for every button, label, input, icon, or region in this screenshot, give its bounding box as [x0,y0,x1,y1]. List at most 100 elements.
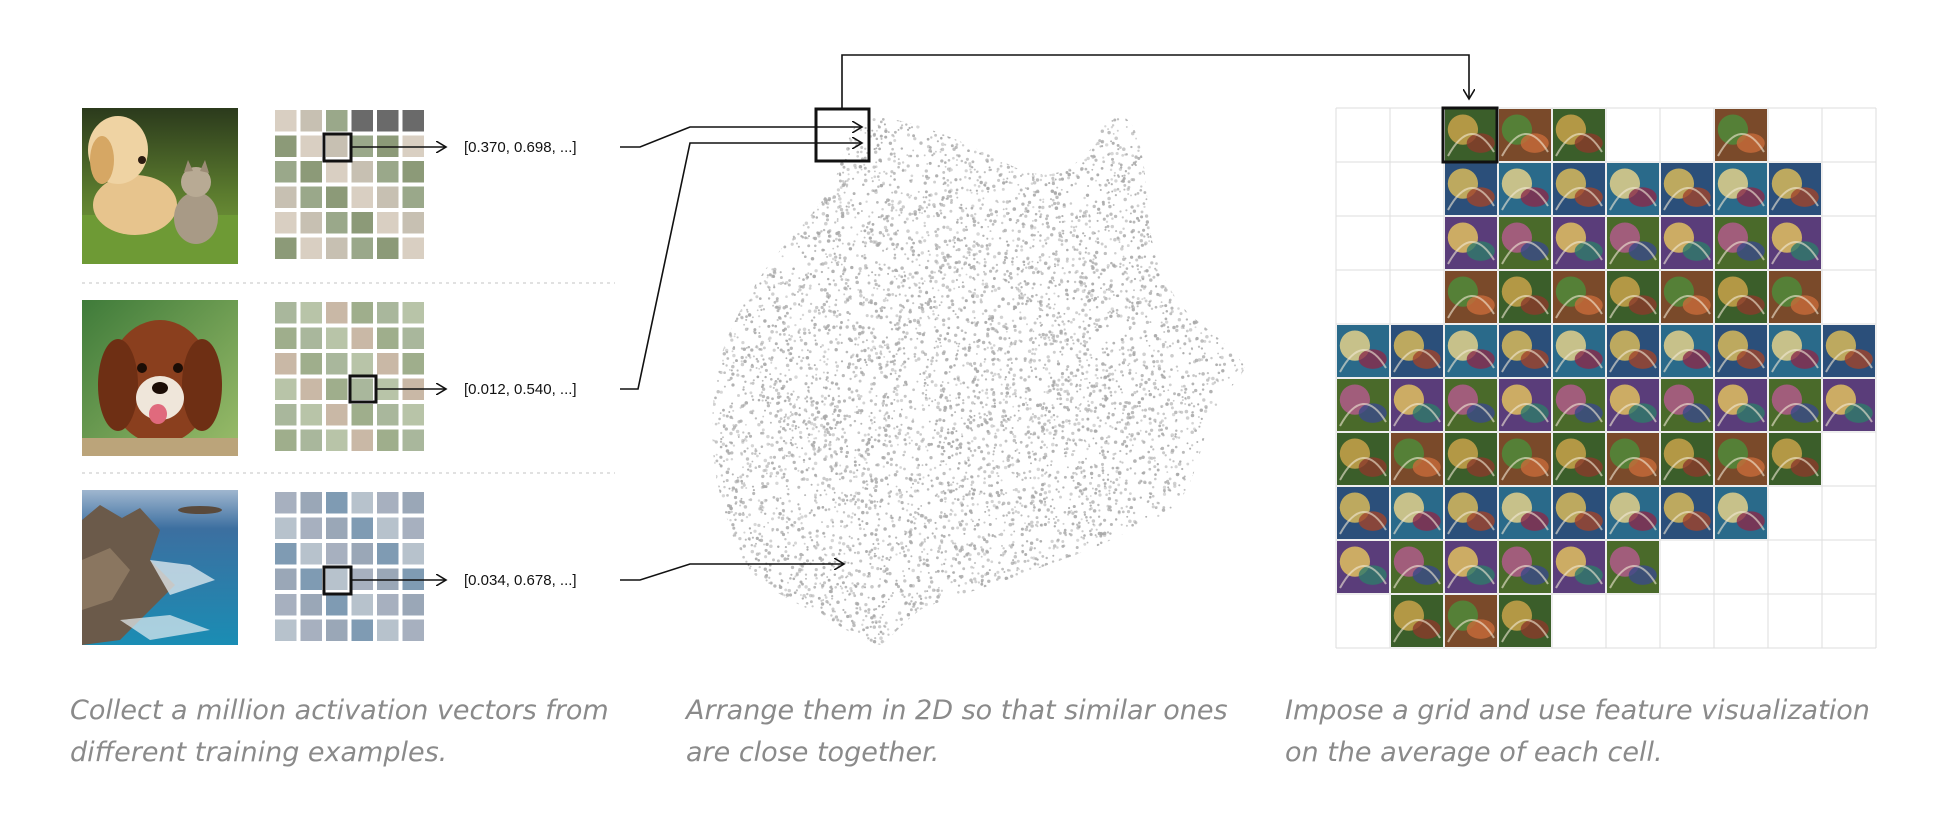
feature-visualization-cell [1661,325,1713,377]
activation-tile [402,237,424,259]
feature-visualization-cell [1445,541,1497,593]
feature-visualization-cell [1661,487,1713,539]
feature-visualization-cell [1553,541,1605,593]
activation-tile [326,517,348,539]
example-photo-fluffy-dog [82,300,238,456]
feature-visualization-cell [1607,163,1659,215]
activation-tile [275,517,297,539]
arrow-to-embedding-3 [620,564,844,581]
feature-visualization-cell [1553,325,1605,377]
activation-tile [326,212,348,234]
feature-visualization-cell [1769,379,1821,431]
feature-visualization-cell [1553,217,1605,269]
feature-visualization-cell [1445,433,1497,485]
feature-visualization-cell [1499,271,1551,323]
activation-tile [326,404,348,426]
feature-visualization-cell [1499,487,1551,539]
activation-tile [377,161,399,183]
activation-tile [377,212,399,234]
caption-arrange: Arrange them in 2D so that similar ones … [686,690,1266,774]
activation-tile [275,429,297,451]
feature-visualization-cell [1445,109,1497,161]
activation-tile [377,404,399,426]
activation-tile [351,302,373,324]
activation-tile [377,492,399,514]
feature-visualization-cell [1769,433,1821,485]
feature-visualization-cell [1607,541,1659,593]
activation-tile [402,543,424,565]
activation-tile [275,568,297,590]
feature-visualization-cell [1445,325,1497,377]
activation-tile [300,353,322,375]
feature-visualization-cell [1337,325,1389,377]
feature-visualization-cell [1769,217,1821,269]
activation-tile [275,619,297,641]
feature-visualization-cell [1499,541,1551,593]
activation-tile [377,619,399,641]
activation-tile [300,568,322,590]
feature-visualization-cell [1337,433,1389,485]
feature-visualization-cell [1553,433,1605,485]
feature-visualization-cell [1715,487,1767,539]
caption-impose-grid-line-2: on the average of each cell. [1285,737,1663,768]
activation-tile [326,353,348,375]
caption-collect-line-2: different training examples. [70,737,448,768]
activation-tile [300,302,322,324]
feature-visualization-cell [1553,487,1605,539]
activation-tile [351,543,373,565]
feature-visualization-cell [1769,163,1821,215]
feature-visualization-cell [1607,487,1659,539]
activation-tile [377,327,399,349]
feature-visualization-cell [1391,325,1443,377]
feature-visualization-cell [1661,433,1713,485]
activation-tile [300,429,322,451]
activation-tile [326,161,348,183]
activation-tile [300,543,322,565]
activation-tile [351,594,373,616]
feature-visualization-cell [1607,271,1659,323]
feature-visualization-cell [1553,379,1605,431]
activation-tile [402,110,424,132]
example-1: [0.370, 0.698, ...] [82,108,577,264]
activation-tile [402,161,424,183]
activation-tile [402,619,424,641]
activation-tile [326,302,348,324]
feature-visualization-cell [1715,325,1767,377]
activation-tile [351,378,373,400]
activation-tile [377,237,399,259]
feature-visualization-cell [1445,379,1497,431]
caption-arrange-line-2: are close together. [686,737,940,768]
feature-visualization-cell [1769,325,1821,377]
feature-visualization-cell [1769,271,1821,323]
activation-tile [300,404,322,426]
feature-visualization-cell [1445,487,1497,539]
activation-tile [275,404,297,426]
activation-tile [300,492,322,514]
caption-impose-grid-line-1: Impose a grid and use feature visualizat… [1285,695,1870,726]
activation-tile [377,302,399,324]
activation-tile [300,517,322,539]
example-photo-puppy-kitten [82,108,238,264]
feature-visualization-cell [1661,271,1713,323]
arrow-to-embedding-1 [620,127,862,148]
activation-tile [275,594,297,616]
feature-visualization-cell [1715,109,1767,161]
activation-tile [402,429,424,451]
feature-visualization-cell [1553,109,1605,161]
activation-tile [275,186,297,208]
activation-tile [326,492,348,514]
activation-tile [402,186,424,208]
activation-tile [326,378,348,400]
activation-tile [300,212,322,234]
example-3: [0.034, 0.678, ...] [82,490,577,645]
activation-tile [402,594,424,616]
feature-visualization-cell [1823,379,1875,431]
feature-visualization-cell [1715,379,1767,431]
activation-grid-1 [275,110,424,259]
feature-visualization-cell [1391,487,1443,539]
activation-tile [275,110,297,132]
activation-tile [351,186,373,208]
activation-tile [402,517,424,539]
caption-collect: Collect a million activation vectors fro… [70,690,650,774]
activation-tile [377,429,399,451]
